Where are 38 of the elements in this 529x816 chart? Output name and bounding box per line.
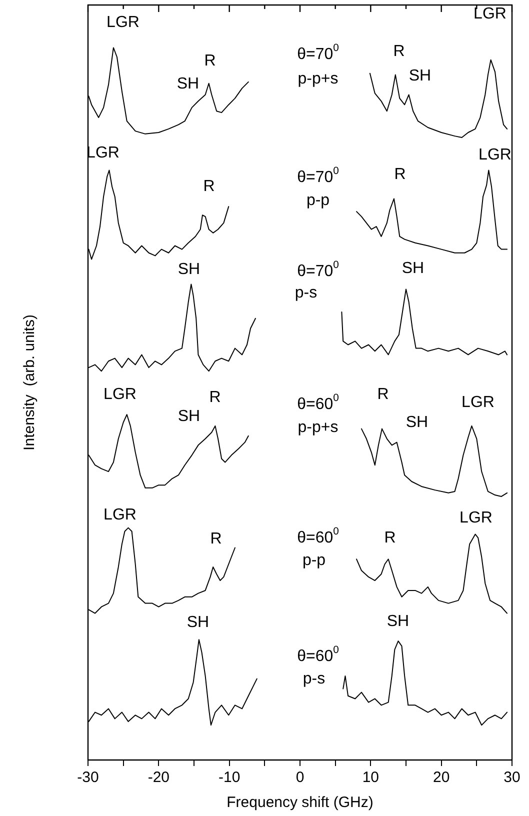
x-axis-title: Frequency shift (GHz): [226, 794, 374, 812]
annotation: SH: [186, 614, 210, 632]
x-tick-label: 20: [432, 769, 450, 786]
x-tick-label: -10: [218, 769, 240, 786]
annotation: R: [377, 386, 389, 404]
x-tick-label: 30: [504, 769, 520, 786]
annotation: SH: [402, 260, 424, 277]
text: LGR: [474, 5, 506, 22]
annotation: p-p: [302, 552, 326, 570]
x-tick-label: 10: [362, 769, 380, 786]
annotation: LGR: [104, 506, 136, 524]
annotation: p-s: [302, 670, 326, 688]
x-tick-label: 0: [296, 769, 304, 786]
annotation: R: [203, 178, 215, 195]
annotation: R: [209, 389, 221, 406]
annotation: SH: [178, 408, 200, 425]
annotation: R: [384, 529, 396, 546]
annotation: p-p+s: [298, 70, 338, 88]
x-tick-label: -30: [77, 769, 99, 786]
annotation: LGR: [104, 386, 136, 404]
y-axis-title: Intensity (arb. units): [21, 314, 38, 450]
annotation: p-s: [294, 284, 318, 302]
annotation: SH: [386, 613, 410, 630]
annotation: SH: [178, 260, 200, 278]
annotation: R: [204, 52, 216, 70]
annotation: p-p+s: [298, 418, 338, 436]
annotation: SH: [406, 414, 428, 431]
annotation: LGR: [460, 510, 492, 527]
annotation: R: [393, 42, 405, 60]
annotation: SH: [176, 75, 200, 92]
annotation: R: [210, 530, 222, 548]
annotation: p-p: [306, 192, 330, 209]
x-tick-label: -20: [148, 769, 170, 786]
annotation: LGR: [478, 146, 512, 164]
annotation: R: [394, 166, 406, 184]
annotation: SH: [408, 67, 432, 84]
text: LGR: [106, 14, 140, 32]
annotation: LGR: [462, 394, 494, 412]
